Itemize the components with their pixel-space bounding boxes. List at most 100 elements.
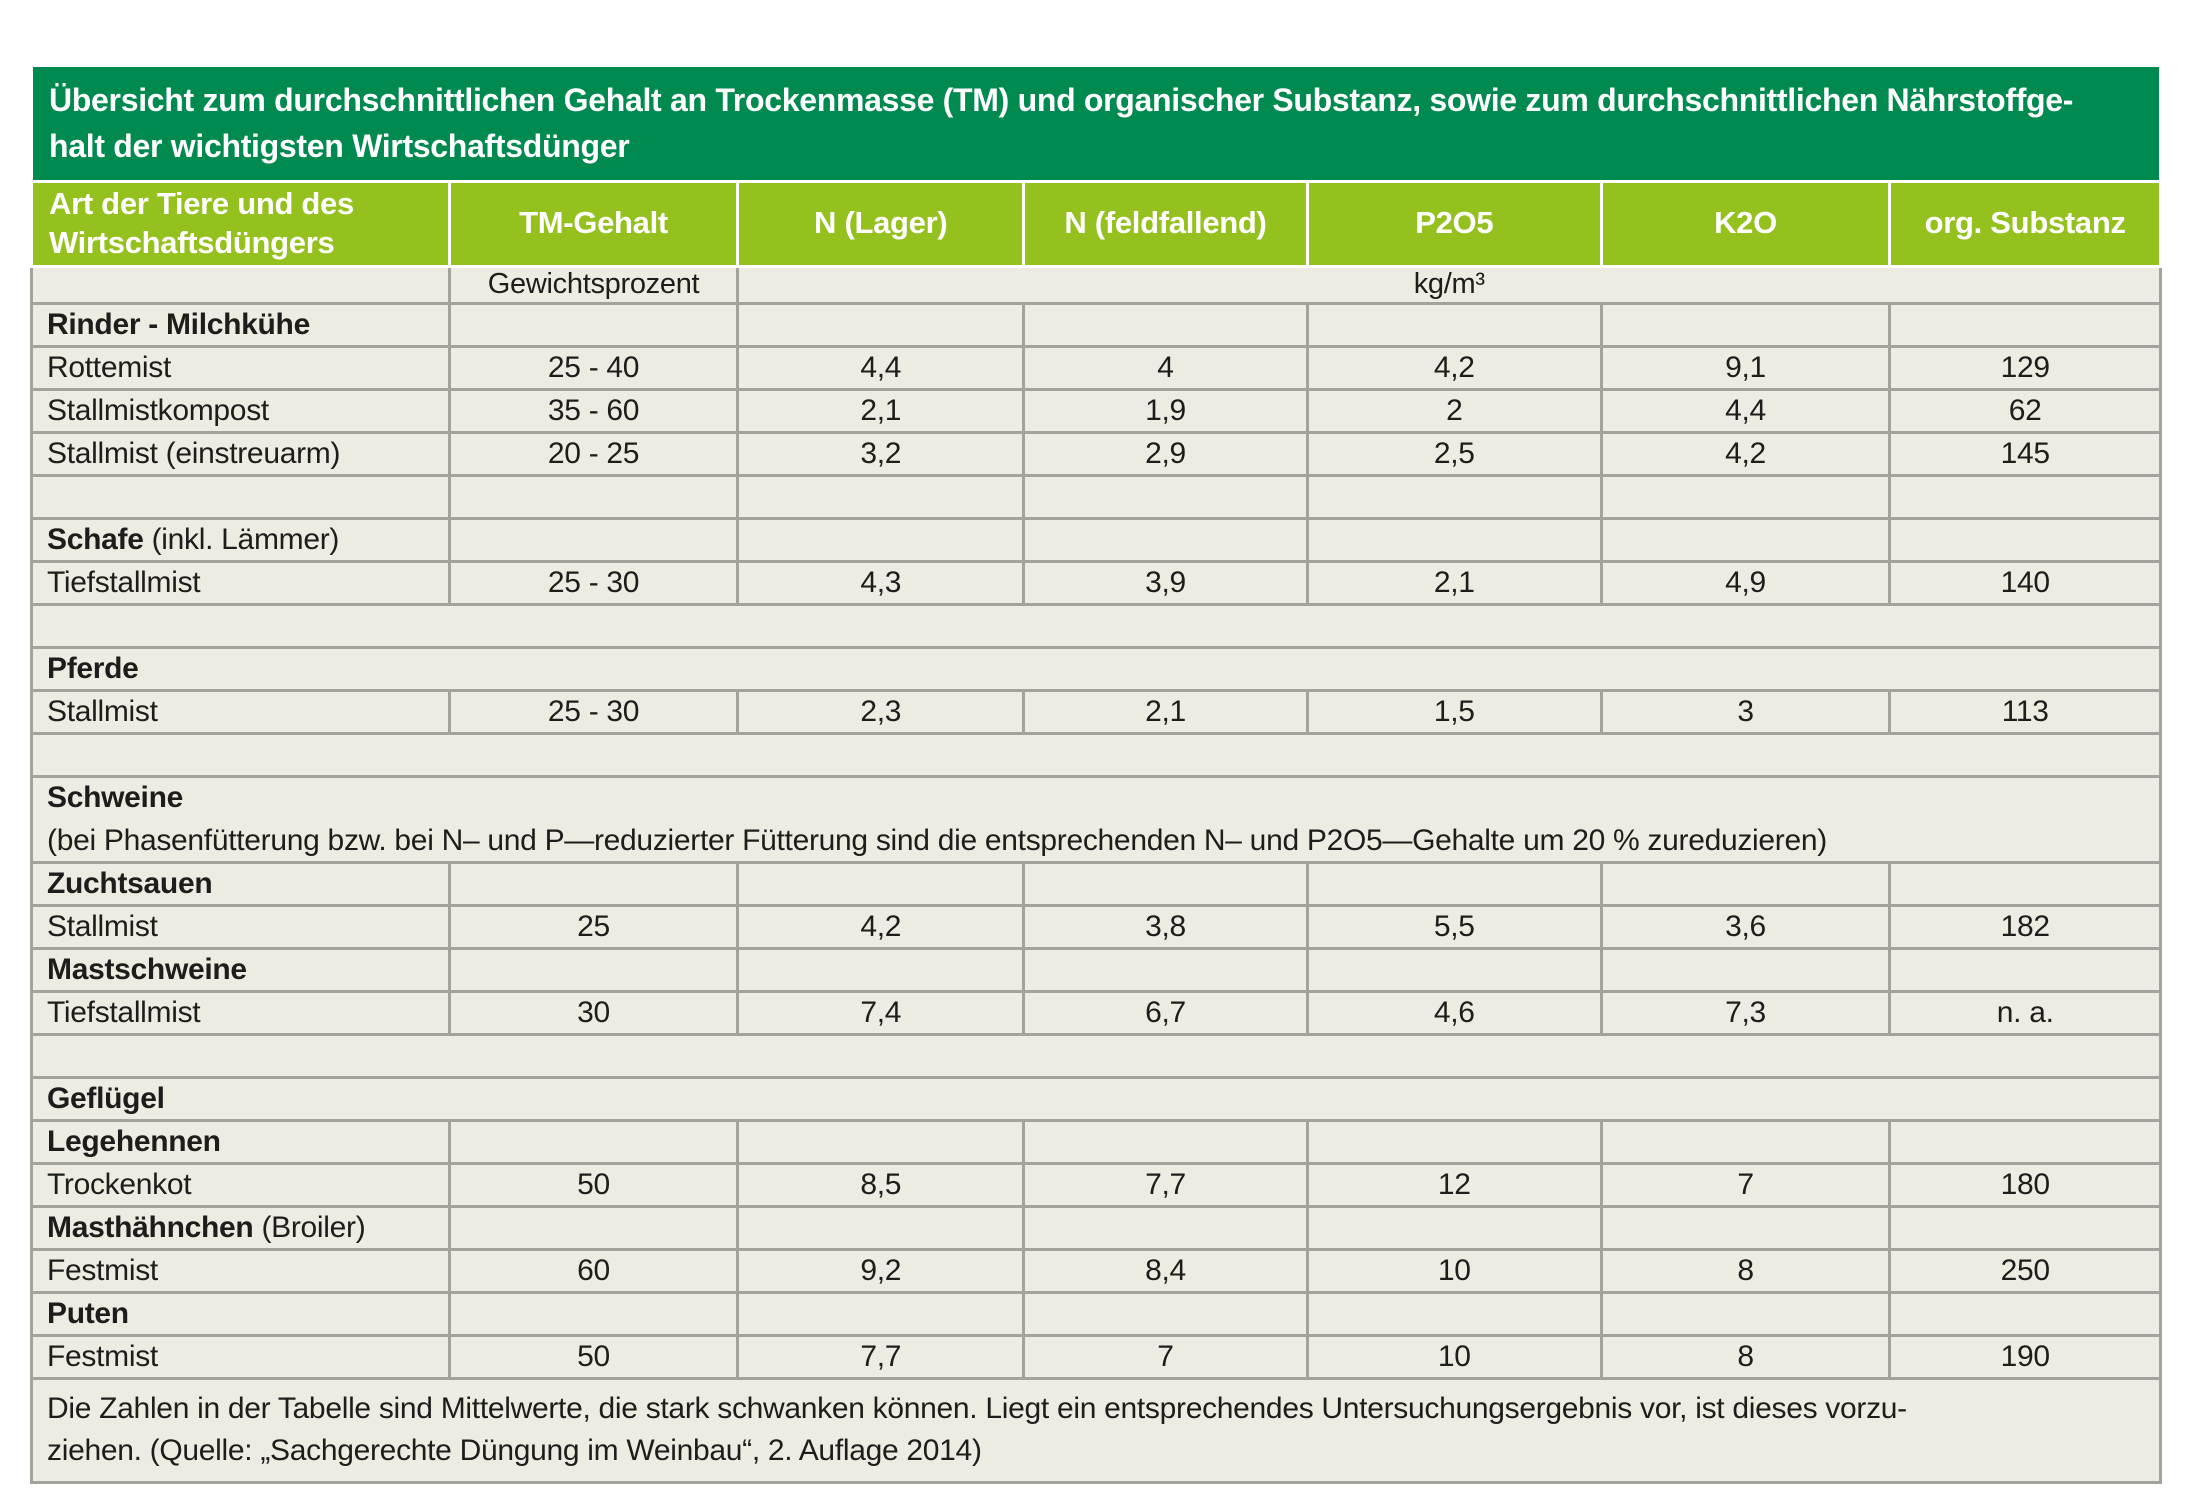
- value-cell: [447, 1290, 740, 1337]
- table-footer-row: Die Zahlen in der Tabelle sind Mittelwer…: [30, 1376, 2162, 1484]
- value-cell: 4,4: [736, 344, 1026, 391]
- nutrient-table: Übersicht zum durchschnittlichen Gehalt …: [30, 64, 2162, 1484]
- empty-row: [30, 473, 2162, 520]
- table-title-cell: Übersicht zum durchschnittlichen Gehalt …: [30, 64, 2162, 183]
- row-label-cell: Mastschweine: [30, 946, 451, 993]
- value-cell: 8: [1599, 1333, 1892, 1380]
- value-cell: 7: [1022, 1333, 1309, 1380]
- value-cell: [736, 1118, 1026, 1165]
- spacer-cell: [1888, 473, 2162, 520]
- data-row: Tiefstallmist 30 7,4 6,7 4,6 7,3 n. a.: [30, 989, 2162, 1036]
- value-cell: 182: [1888, 903, 2162, 950]
- value-cell: 35 - 60: [447, 387, 740, 434]
- spacer-cell: [1305, 473, 1603, 520]
- section-row: Zuchtsauen: [30, 860, 2162, 907]
- value-cell: [1888, 1204, 2162, 1251]
- value-cell: [1305, 1290, 1603, 1337]
- table-footer-line2: ziehen. (Quelle: „Sachgerechte Düngung i…: [47, 1434, 982, 1468]
- empty-full-row: [30, 1032, 2162, 1079]
- value-cell: [447, 860, 740, 907]
- value-cell: [447, 301, 740, 348]
- value-cell: 8: [1599, 1247, 1892, 1294]
- value-cell: 113: [1888, 688, 2162, 735]
- row-label-cell: Trockenkot: [30, 1161, 451, 1208]
- row-label-cell: Stallmist: [30, 688, 451, 735]
- note-text: (bei Phasenfütterung bzw. bei N– und P—r…: [47, 823, 1827, 857]
- table-title-row: Übersicht zum durchschnittlichen Gehalt …: [30, 64, 2162, 183]
- row-label: Puten: [47, 1296, 129, 1330]
- value-cell: [1305, 860, 1603, 907]
- value-cell: 25 - 30: [447, 559, 740, 606]
- row-label: Masthähnchen: [47, 1210, 254, 1244]
- value-cell: [447, 516, 740, 563]
- value-cell: 25 - 40: [447, 344, 740, 391]
- row-label: Schafe: [47, 522, 144, 556]
- value-cell: 4,2: [1599, 430, 1892, 477]
- table-body: Rinder - Milchkühe Rottemist 25 - 40 4,4 4 4,…: [30, 301, 2162, 1380]
- value-cell: 7,4: [736, 989, 1026, 1036]
- section-row: Mastschweine: [30, 946, 2162, 993]
- value-cell: 8,5: [736, 1161, 1026, 1208]
- value-cell: 25: [447, 903, 740, 950]
- row-label: Mastschweine: [47, 952, 247, 986]
- value-cell: [1599, 1290, 1892, 1337]
- value-cell: 4,6: [1305, 989, 1603, 1036]
- row-label-cell: Stallmist: [30, 903, 451, 950]
- value-cell: 10: [1305, 1247, 1603, 1294]
- section-row: Masthähnchen (Broiler): [30, 1204, 2162, 1251]
- value-cell: 129: [1888, 344, 2162, 391]
- value-cell: 5,5: [1305, 903, 1603, 950]
- value-cell: 2,3: [736, 688, 1026, 735]
- section-row: Schafe (inkl. Lämmer): [30, 516, 2162, 563]
- value-cell: 9,2: [736, 1247, 1026, 1294]
- value-cell: 190: [1888, 1333, 2162, 1380]
- value-cell: [1888, 860, 2162, 907]
- unit-row: Gewichtsprozent kg/m³: [30, 264, 2162, 305]
- data-row: Festmist 60 9,2 8,4 10 8 250: [30, 1247, 2162, 1294]
- value-cell: 250: [1888, 1247, 2162, 1294]
- value-cell: [1888, 1118, 2162, 1165]
- table-title-line2: halt der wichtigsten Wirtschaftsdünger: [49, 128, 630, 165]
- column-header-n-feldfallend: N (feldfallend): [1022, 179, 1309, 268]
- value-cell: 4,9: [1599, 559, 1892, 606]
- value-cell: 4,2: [1305, 344, 1603, 391]
- value-cell: [447, 1204, 740, 1251]
- value-cell: [1022, 1204, 1309, 1251]
- value-cell: [736, 516, 1026, 563]
- spacer-cell: [30, 602, 2162, 649]
- value-cell: [736, 860, 1026, 907]
- value-cell: 2,5: [1305, 430, 1603, 477]
- section-label: Schweine: [47, 780, 183, 814]
- value-cell: [1022, 946, 1309, 993]
- value-cell: [1305, 301, 1603, 348]
- section-row: Legehennen: [30, 1118, 2162, 1165]
- value-cell: 1,5: [1305, 688, 1603, 735]
- data-row: Festmist 50 7,7 7 10 8 190: [30, 1333, 2162, 1380]
- value-cell: 2: [1305, 387, 1603, 434]
- value-cell: 3,8: [1022, 903, 1309, 950]
- value-cell: 4: [1022, 344, 1309, 391]
- row-label-cell: Rottemist: [30, 344, 451, 391]
- value-cell: [736, 1290, 1026, 1337]
- value-cell: 2,9: [1022, 430, 1309, 477]
- value-cell: [1305, 946, 1603, 993]
- value-cell: 9,1: [1599, 344, 1892, 391]
- value-cell: 62: [1888, 387, 2162, 434]
- value-cell: 4,3: [736, 559, 1026, 606]
- spacer-cell: [30, 473, 451, 520]
- value-cell: [1599, 860, 1892, 907]
- column-header-k2o: K2O: [1599, 179, 1892, 268]
- value-cell: [1888, 1290, 2162, 1337]
- note-full-row: (bei Phasenfütterung bzw. bei N– und P—r…: [30, 819, 2162, 864]
- row-label: Rinder - Milchkühe: [47, 307, 310, 341]
- value-cell: [1022, 1118, 1309, 1165]
- section-full-row: Schweine: [30, 774, 2162, 820]
- value-cell: 50: [447, 1161, 740, 1208]
- data-row: Trockenkot 50 8,5 7,7 12 7 180: [30, 1161, 2162, 1208]
- row-label: Legehennen: [47, 1124, 221, 1158]
- value-cell: 1,9: [1022, 387, 1309, 434]
- value-cell: 60: [447, 1247, 740, 1294]
- value-cell: [736, 301, 1026, 348]
- value-cell: 3,6: [1599, 903, 1892, 950]
